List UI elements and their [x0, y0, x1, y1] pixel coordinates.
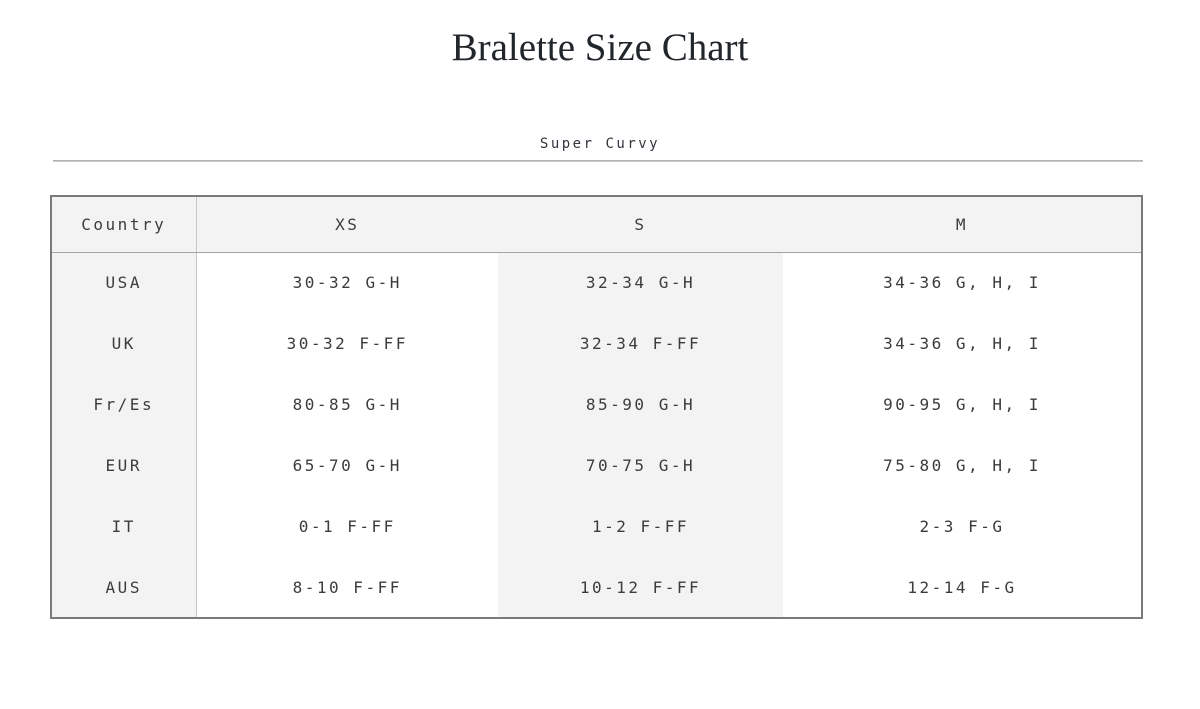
country-cell: IT [51, 496, 197, 557]
size-chart-page: Bralette Size Chart Super Curvy Country … [0, 22, 1200, 709]
size-table-header: Country XS S M [51, 196, 1142, 253]
table-row: EUR 65-70 G-H 70-75 G-H 75-80 G, H, I [51, 435, 1142, 496]
size-cell-xs: 0-1 F-FF [196, 496, 498, 557]
size-table: Country XS S M USA 30-32 G-H 32-34 G-H 34-3… [50, 195, 1143, 619]
column-header-m: M [783, 196, 1142, 253]
size-table-body: USA 30-32 G-H 32-34 G-H 34-36 G, H, I UK 30-3… [51, 252, 1142, 618]
size-cell-xs: 30-32 F-FF [196, 313, 498, 374]
size-cell-xs: 30-32 G-H [196, 252, 498, 313]
country-cell: UK [51, 313, 197, 374]
size-cell-m: 90-95 G, H, I [783, 374, 1142, 435]
size-cell-m: 2-3 F-G [783, 496, 1142, 557]
country-cell: AUS [51, 557, 197, 618]
size-cell-s: 1-2 F-FF [498, 496, 783, 557]
page-title: Bralette Size Chart [451, 26, 749, 69]
column-header-s: S [498, 196, 783, 253]
country-cell: EUR [51, 435, 197, 496]
country-cell: USA [51, 252, 197, 313]
size-cell-s: 10-12 F-FF [498, 557, 783, 618]
column-header-xs: XS [196, 196, 498, 253]
size-cell-xs: 8-10 F-FF [196, 557, 498, 618]
size-table-container: Country XS S M USA 30-32 G-H 32-34 G-H 34-3… [50, 195, 1143, 619]
column-header-country: Country [51, 196, 197, 253]
size-category-label: Super Curvy [539, 136, 661, 152]
size-cell-s: 85-90 G-H [498, 374, 783, 435]
size-cell-s: 70-75 G-H [498, 435, 783, 496]
divider-rule [53, 160, 1143, 162]
size-cell-xs: 80-85 G-H [196, 374, 498, 435]
size-cell-s: 32-34 F-FF [498, 313, 783, 374]
country-cell: Fr/Es [51, 374, 197, 435]
header-row: Country XS S M [51, 196, 1142, 253]
size-cell-m: 34-36 G, H, I [783, 252, 1142, 313]
table-row: UK 30-32 F-FF 32-34 F-FF 34-36 G, H, I [51, 313, 1142, 374]
size-cell-m: 12-14 F-G [783, 557, 1142, 618]
size-cell-m: 34-36 G, H, I [783, 313, 1142, 374]
size-cell-xs: 65-70 G-H [196, 435, 498, 496]
size-cell-m: 75-80 G, H, I [783, 435, 1142, 496]
table-row: Fr/Es 80-85 G-H 85-90 G-H 90-95 G, H, I [51, 374, 1142, 435]
table-row: USA 30-32 G-H 32-34 G-H 34-36 G, H, I [51, 252, 1142, 313]
table-row: AUS 8-10 F-FF 10-12 F-FF 12-14 F-G [51, 557, 1142, 618]
table-row: IT 0-1 F-FF 1-2 F-FF 2-3 F-G [51, 496, 1142, 557]
size-cell-s: 32-34 G-H [498, 252, 783, 313]
